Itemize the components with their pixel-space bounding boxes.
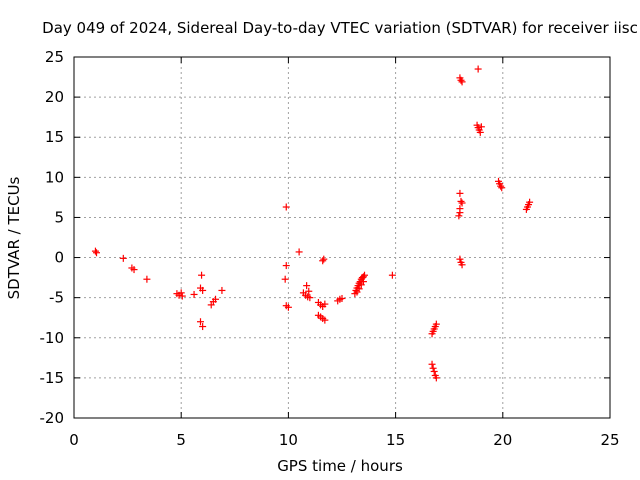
y-tick-label: 10 xyxy=(45,168,64,186)
data-point xyxy=(196,318,204,326)
data-point xyxy=(198,271,206,279)
y-tick-label: 25 xyxy=(45,48,64,66)
y-tick-label: -20 xyxy=(40,409,65,427)
data-point xyxy=(303,282,311,290)
data-point xyxy=(456,209,464,217)
data-point xyxy=(457,197,465,205)
data-point xyxy=(429,364,437,372)
data-point xyxy=(361,271,369,279)
data-point xyxy=(282,203,290,211)
data-point xyxy=(321,300,329,308)
y-tick-label: 5 xyxy=(54,208,64,226)
x-tick-label: 0 xyxy=(69,431,79,449)
data-point xyxy=(428,360,436,368)
data-point xyxy=(321,316,329,324)
data-point xyxy=(458,78,466,86)
data-point xyxy=(190,290,198,298)
data-point xyxy=(355,285,363,293)
x-tick-label: 20 xyxy=(493,431,512,449)
data-points xyxy=(91,65,534,382)
grid-layer xyxy=(74,57,610,418)
data-point xyxy=(456,189,464,197)
data-point xyxy=(458,261,466,269)
data-point xyxy=(178,292,186,300)
y-tick-label: 0 xyxy=(54,249,64,267)
data-point xyxy=(497,182,505,190)
data-point xyxy=(218,286,226,294)
data-point xyxy=(282,262,290,270)
y-tick-label: -10 xyxy=(40,329,65,347)
x-tick-label: 25 xyxy=(600,431,619,449)
data-point xyxy=(476,128,484,136)
y-tick-label: -15 xyxy=(40,369,65,387)
data-point xyxy=(93,249,101,257)
data-point xyxy=(199,323,207,331)
data-point xyxy=(143,275,151,283)
data-point xyxy=(432,320,440,328)
data-point xyxy=(320,255,328,263)
data-point xyxy=(430,367,438,375)
data-point xyxy=(477,123,485,131)
data-point xyxy=(338,294,346,302)
data-point xyxy=(526,198,534,206)
data-point xyxy=(306,294,314,302)
x-tick-label: 10 xyxy=(279,431,298,449)
tick-layer xyxy=(73,56,611,419)
data-point xyxy=(281,275,289,283)
chart-title: Day 049 of 2024, Sidereal Day-to-day VTE… xyxy=(42,19,638,37)
x-tick-label: 5 xyxy=(176,431,186,449)
data-point xyxy=(432,374,440,382)
y-tick-label: 20 xyxy=(45,88,64,106)
data-point xyxy=(130,266,138,274)
data-point xyxy=(212,295,220,303)
data-point xyxy=(319,257,327,265)
data-point xyxy=(91,247,99,255)
y-tick-labels: -20 -15 -10 -5 0 5 10 15 20 25 xyxy=(40,48,65,427)
data-point xyxy=(458,199,466,207)
y-tick-label: -5 xyxy=(49,289,64,307)
y-tick-label: 15 xyxy=(45,128,64,146)
data-point xyxy=(388,271,396,279)
x-tick-label: 15 xyxy=(386,431,405,449)
data-point xyxy=(305,287,313,295)
data-point xyxy=(295,248,303,256)
y-axis-label: SDTVAR / TECUs xyxy=(5,176,23,299)
data-point xyxy=(474,65,482,73)
data-point xyxy=(284,303,292,311)
plot-frame xyxy=(73,56,611,419)
data-point xyxy=(359,278,367,286)
data-point xyxy=(498,184,506,192)
data-point xyxy=(119,254,127,262)
data-point xyxy=(456,255,464,263)
data-point xyxy=(457,76,465,84)
data-point xyxy=(177,289,185,297)
x-axis-label: GPS time / hours xyxy=(277,457,403,475)
data-point xyxy=(199,286,207,294)
data-point xyxy=(455,212,463,220)
x-tick-labels: 0 5 10 15 20 25 xyxy=(69,431,619,449)
